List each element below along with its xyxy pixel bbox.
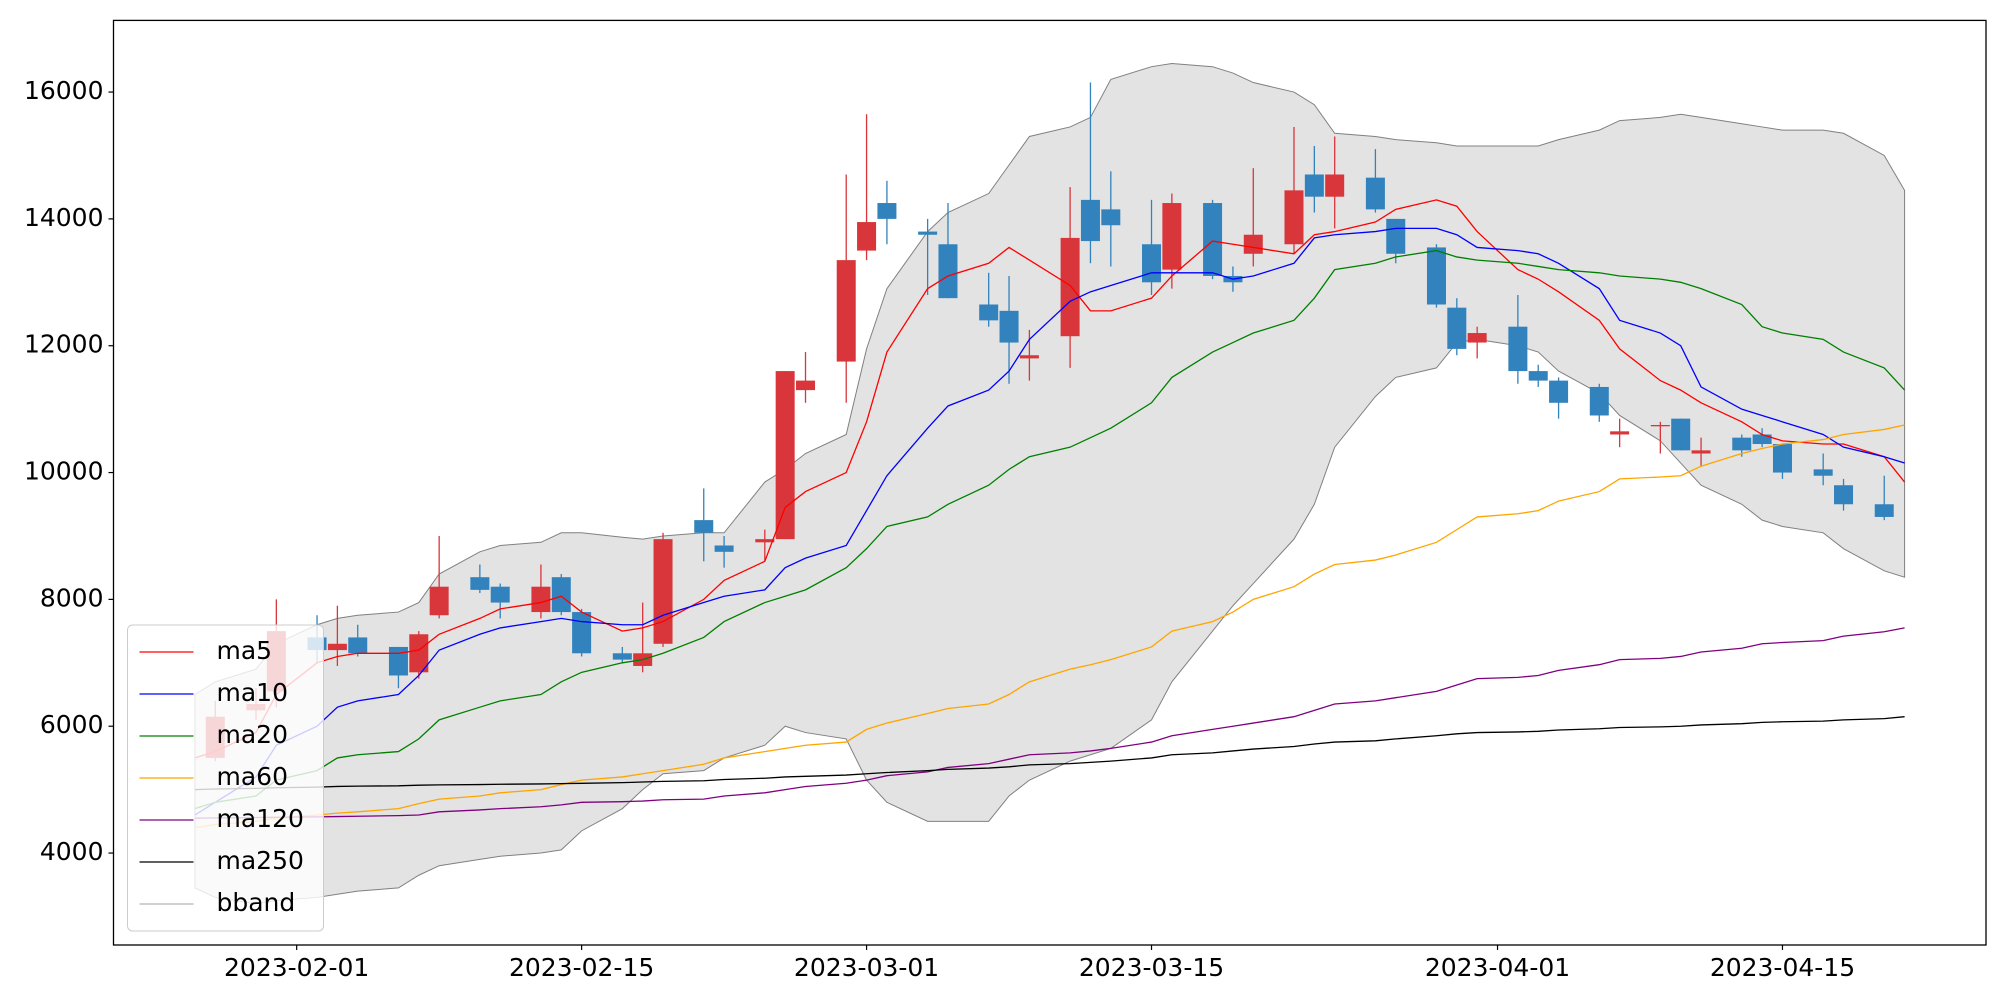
y-tick-label: 16000 bbox=[24, 76, 104, 105]
candle-body bbox=[1508, 326, 1528, 372]
candle-body bbox=[531, 586, 551, 613]
candle-body bbox=[714, 545, 734, 552]
legend-label: ma120 bbox=[217, 804, 304, 833]
candle-body bbox=[796, 380, 816, 391]
candle-body bbox=[1304, 174, 1324, 197]
y-tick-label: 10000 bbox=[24, 457, 104, 486]
candle-body bbox=[1834, 485, 1854, 505]
y-tick-label: 14000 bbox=[24, 203, 104, 232]
candle-body bbox=[1284, 190, 1304, 245]
plot-area bbox=[194, 63, 1906, 905]
candle-body bbox=[877, 203, 897, 219]
candle-body bbox=[1386, 218, 1406, 254]
candle-body bbox=[1671, 418, 1691, 451]
candle-body bbox=[1772, 444, 1792, 473]
candle-body bbox=[999, 310, 1019, 343]
candle-body bbox=[1528, 371, 1548, 381]
ma-line bbox=[194, 627, 1905, 819]
candle-body bbox=[1691, 450, 1711, 454]
candle-body bbox=[979, 304, 999, 321]
candle-body bbox=[1467, 333, 1487, 343]
legend-label: ma20 bbox=[217, 720, 288, 749]
legend-label: ma5 bbox=[217, 636, 273, 665]
candle-body bbox=[1650, 424, 1670, 427]
candle-body bbox=[1325, 174, 1345, 197]
candle-body bbox=[327, 643, 347, 651]
candle-body bbox=[857, 222, 877, 251]
y-tick-label: 12000 bbox=[24, 330, 104, 359]
candle-body bbox=[836, 260, 856, 362]
candle-body bbox=[694, 520, 714, 533]
candle-body bbox=[1203, 203, 1223, 276]
candle-body bbox=[572, 612, 592, 654]
candle-body bbox=[1019, 355, 1039, 359]
candle-body bbox=[612, 653, 632, 660]
candle-body bbox=[1874, 504, 1894, 517]
x-tick-label: 2023-02-15 bbox=[509, 953, 654, 982]
plot-frame bbox=[112, 19, 1987, 946]
legend-label: ma10 bbox=[217, 678, 288, 707]
candle-body bbox=[1813, 469, 1833, 476]
candle-body bbox=[1162, 203, 1182, 270]
bband-area bbox=[194, 63, 1906, 905]
y-tick-label: 4000 bbox=[40, 837, 104, 866]
candle-body bbox=[470, 577, 490, 590]
candle-body bbox=[1610, 431, 1630, 435]
ma-line bbox=[194, 249, 1906, 810]
candle-body bbox=[1549, 380, 1569, 403]
candle-body bbox=[1243, 234, 1263, 254]
legend-label: ma60 bbox=[217, 762, 288, 791]
legend-label: ma250 bbox=[217, 846, 304, 875]
ma-line bbox=[194, 199, 1906, 759]
candle-body bbox=[755, 539, 775, 543]
candle-body bbox=[348, 637, 368, 654]
x-tick-label: 2023-04-15 bbox=[1710, 953, 1855, 982]
y-tick-label: 6000 bbox=[40, 710, 104, 739]
candle-body bbox=[918, 231, 938, 235]
candle-body bbox=[938, 244, 958, 299]
ma-line bbox=[194, 424, 1905, 829]
ma-line bbox=[194, 227, 1905, 816]
candle-body bbox=[551, 577, 571, 613]
legend: ma5 ma10 ma20 ma60 ma120 ma250 bband bbox=[127, 624, 324, 932]
candle-body bbox=[1752, 434, 1772, 445]
candle-body bbox=[429, 586, 449, 616]
x-tick-label: 2023-04-01 bbox=[1425, 953, 1570, 982]
x-tick-label: 2023-02-01 bbox=[224, 953, 369, 982]
x-tick-label: 2023-03-15 bbox=[1079, 953, 1224, 982]
candle-body bbox=[388, 646, 408, 676]
candle-body bbox=[1589, 386, 1609, 416]
candle-body bbox=[490, 586, 510, 603]
candle-body bbox=[1101, 209, 1121, 226]
y-tick-label: 8000 bbox=[40, 583, 104, 612]
candle-body bbox=[1447, 307, 1467, 349]
candle-body bbox=[409, 634, 429, 673]
candle-body bbox=[1365, 177, 1385, 210]
candle-body bbox=[1732, 437, 1752, 451]
candle-body bbox=[775, 371, 795, 540]
x-tick-label: 2023-03-01 bbox=[794, 953, 939, 982]
candle-body bbox=[1060, 237, 1080, 337]
candle-body bbox=[1142, 244, 1162, 283]
legend-box bbox=[127, 624, 324, 932]
candle-body bbox=[1426, 247, 1446, 305]
candle-body bbox=[1080, 199, 1100, 242]
ma-line bbox=[194, 716, 1905, 791]
legend-label: bband bbox=[217, 888, 296, 917]
candle-body bbox=[653, 539, 673, 644]
